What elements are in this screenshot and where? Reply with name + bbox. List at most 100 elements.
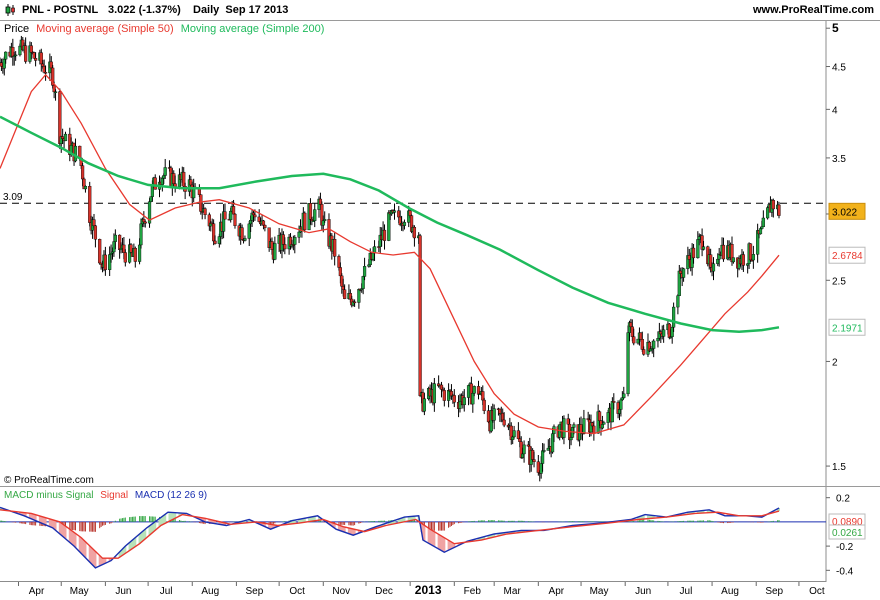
candle-body xyxy=(512,430,516,438)
candle-body xyxy=(701,246,706,250)
chart-frame xyxy=(0,21,880,582)
candle-body xyxy=(353,301,357,304)
candle-body xyxy=(542,450,546,452)
macd-badge-label: 0.0261 xyxy=(832,528,863,539)
candle-body xyxy=(73,145,78,162)
macd-badge-label: 0.0890 xyxy=(832,517,863,528)
price-badge-label: 2.6784 xyxy=(832,251,863,262)
candle-body xyxy=(313,209,317,221)
candle-body xyxy=(472,386,476,394)
candlestick-icon xyxy=(5,4,15,16)
candle-body xyxy=(139,223,143,246)
candle-body xyxy=(253,214,257,218)
candle-body xyxy=(133,248,137,262)
candle-body xyxy=(482,399,486,411)
y-tick-label: 2 xyxy=(832,357,838,368)
candle-body xyxy=(303,212,307,231)
candle-body xyxy=(721,244,726,260)
axes: 54.543.532.521.53.0222.67842.19710.2-0.2… xyxy=(18,21,866,597)
x-tick-label: Dec xyxy=(375,586,393,597)
x-tick-label: Oct xyxy=(289,586,305,597)
x-tick-label: May xyxy=(590,586,609,597)
candle-body xyxy=(612,401,616,403)
candle-body xyxy=(261,220,266,226)
candle-body xyxy=(412,227,417,239)
candle-body xyxy=(761,217,765,228)
x-tick-label: Mar xyxy=(504,586,522,597)
macd-plot xyxy=(0,506,826,569)
x-tick-label: Jul xyxy=(160,586,173,597)
price-plot xyxy=(0,35,826,482)
candle-body xyxy=(402,222,407,226)
candle-body xyxy=(626,332,630,395)
signal-line xyxy=(0,509,780,559)
y-tick-label: 4 xyxy=(832,105,838,116)
x-tick-label: Apr xyxy=(549,586,565,597)
instrument-title: PNL - POSTNL xyxy=(22,4,99,16)
candle-body xyxy=(203,208,207,215)
candle-body xyxy=(691,247,696,259)
x-tick-label: Jun xyxy=(115,586,131,597)
candle-body xyxy=(572,424,576,428)
candle-body xyxy=(103,254,107,270)
candle-body xyxy=(333,239,337,257)
candle-body xyxy=(123,252,127,263)
x-tick-label: Aug xyxy=(201,586,219,597)
sma50-line xyxy=(0,73,780,435)
x-tick-label: May xyxy=(70,586,89,597)
macd-badge xyxy=(828,524,866,540)
candle-body xyxy=(711,263,716,272)
candle-body xyxy=(223,211,227,220)
candle-body xyxy=(243,238,247,241)
chart-header: PNL - POSTNL 3.022 (-1.37%) Daily Sep 17… xyxy=(0,0,880,20)
candle-body xyxy=(24,45,28,62)
candle-body xyxy=(98,239,102,264)
header-divider xyxy=(0,20,880,21)
candle-body xyxy=(502,419,506,426)
candle-body xyxy=(233,213,237,226)
candle-body xyxy=(466,385,471,398)
candle-body xyxy=(597,411,602,421)
candle-body xyxy=(777,204,781,216)
candle-body xyxy=(80,165,85,180)
macd-y-tick-label: -0.2 xyxy=(836,542,854,553)
y-tick-label: 2.5 xyxy=(832,276,846,287)
candle-body xyxy=(582,418,586,434)
candle-body xyxy=(748,243,753,261)
candle-body xyxy=(34,58,38,61)
candle-body xyxy=(343,289,347,299)
candle-body xyxy=(642,349,646,355)
macd-y-tick-label: 0.2 xyxy=(836,494,850,505)
last-quote: 3.022 (-1.37%) xyxy=(108,4,181,16)
candle-body xyxy=(143,221,147,224)
price-badge-label: 2.1971 xyxy=(832,323,863,334)
candle-body xyxy=(462,397,466,406)
candle-body xyxy=(741,254,745,266)
legend-macd-hist: MACD minus Signal xyxy=(4,490,93,501)
legend-sma50: Moving average (Simple 50) xyxy=(36,23,174,35)
candle-body xyxy=(263,224,267,228)
x-tick-label: Oct xyxy=(809,586,825,597)
candle-body xyxy=(213,240,217,244)
candle-body xyxy=(163,167,167,176)
candle-body xyxy=(78,145,82,159)
candle-body xyxy=(53,91,58,93)
candle-body xyxy=(632,336,636,344)
candle-body xyxy=(392,210,397,213)
candle-body xyxy=(308,203,313,220)
candle-body xyxy=(422,398,426,412)
candle-body xyxy=(771,200,775,210)
candle-body xyxy=(492,408,496,421)
legend-price: Price xyxy=(4,23,29,35)
candle-body xyxy=(602,422,606,425)
reference-line-label: 3.09 xyxy=(3,192,23,203)
candle-body xyxy=(14,54,18,57)
period-label: Daily Sep 17 2013 xyxy=(193,4,289,16)
x-tick-label: Jul xyxy=(680,586,693,597)
candle-body xyxy=(63,133,68,142)
macd-legend: MACD minus Signal Signal MACD (12 26 9) xyxy=(4,490,207,501)
candle-body xyxy=(43,72,48,74)
macd-line xyxy=(0,506,780,569)
site-link[interactable]: www.ProRealTime.com xyxy=(752,4,874,16)
